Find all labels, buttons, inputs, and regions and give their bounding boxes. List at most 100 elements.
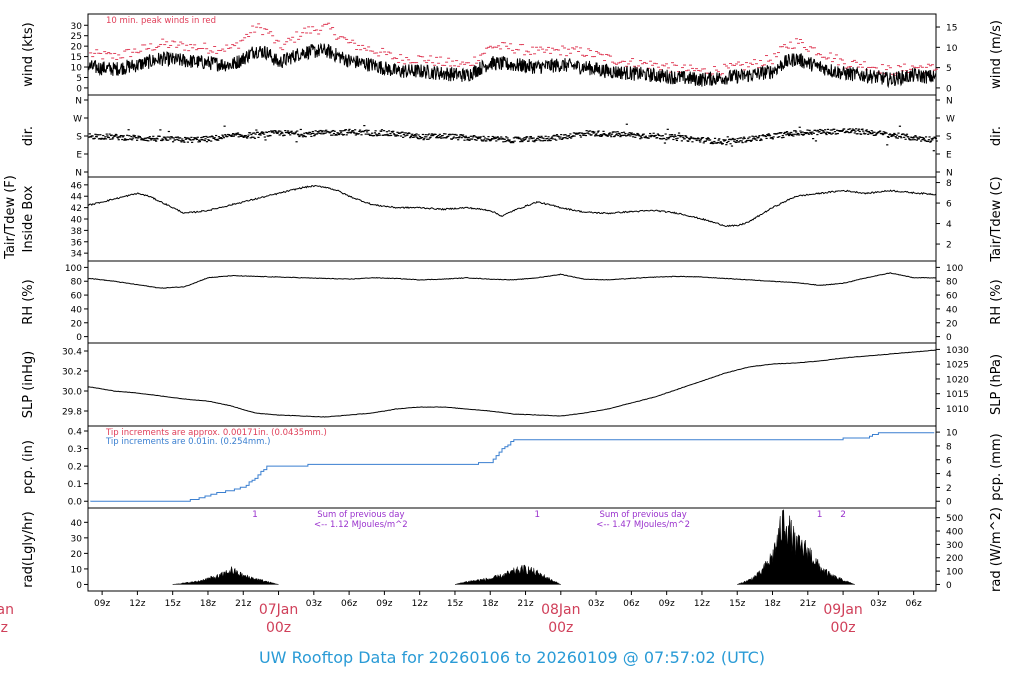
series-precip xyxy=(90,432,935,502)
ylabel-left-slp: SLP (inHg) xyxy=(21,351,36,419)
time-tick-label: 21z xyxy=(800,599,816,609)
radiation-marker: 1 xyxy=(817,510,823,520)
radiation-area-day-1 xyxy=(172,566,279,585)
series-peak-wind xyxy=(89,22,938,76)
left-tick-label-rh: 0 xyxy=(76,333,82,343)
time-tick-label: 06z xyxy=(341,599,357,609)
ylabel-right-dir: dir. xyxy=(989,126,1004,146)
time-tick-label: 12z xyxy=(129,599,145,609)
time-tick-label: 18z xyxy=(482,599,498,609)
time-tick-label: 21z xyxy=(517,599,533,609)
right-tick-label-slp: 1030 xyxy=(946,346,969,356)
right-tick-label-pcp: 10 xyxy=(946,429,958,439)
ylabel-left-rad: rad(Lgly/hr) xyxy=(21,511,36,587)
day-label-date: 09Jan xyxy=(823,602,862,618)
time-tick-label: 12z xyxy=(694,599,710,609)
left-tick-label-temp: 34 xyxy=(71,250,83,260)
series-direction xyxy=(88,123,938,152)
ylabel-left-temp: Tair/Tdew (F) xyxy=(3,175,18,260)
right-tick-label-wind: 0 xyxy=(946,84,952,94)
left-tick-label-temp: 36 xyxy=(71,238,83,248)
radiation-marker: 2 xyxy=(840,510,846,520)
ylabel-left-dir: dir. xyxy=(21,126,36,146)
wind-annotation: 10 min. peak winds in red xyxy=(106,16,216,26)
time-tick-label: 21z xyxy=(235,599,251,609)
ylabel-left-wind: wind (kts) xyxy=(21,22,36,86)
right-tick-label-pcp: 6 xyxy=(946,456,952,466)
panel-frame-wind xyxy=(87,13,937,96)
left-tick-label-slp: 30.0 xyxy=(62,388,82,398)
left-tick-label-temp: 44 xyxy=(71,193,83,203)
radiation-sum-label: Sum of previous day xyxy=(599,510,686,520)
ylabel-right-rad: rad (W/m^2) xyxy=(989,507,1004,592)
right-tick-label-slp: 1010 xyxy=(946,405,969,415)
right-tick-label-rad: 400 xyxy=(946,528,963,538)
left-tick-label-wind: 5 xyxy=(76,74,82,84)
time-tick-label: 18z xyxy=(764,599,780,609)
right-tick-label-rh: 100 xyxy=(946,264,963,274)
time-tick-label: 12z xyxy=(412,599,428,609)
left-tick-label-temp: 40 xyxy=(71,216,83,226)
right-tick-label-wind: 5 xyxy=(946,64,952,74)
left-tick-label-dir: E xyxy=(76,151,82,161)
right-tick-label-rad: 200 xyxy=(946,554,963,564)
right-tick-label-temp: 2 xyxy=(946,241,952,251)
panel-frame-rad xyxy=(87,507,937,592)
radiation-marker: 1 xyxy=(534,510,540,520)
right-tick-label-rh: 40 xyxy=(946,305,958,315)
series-mean-wind xyxy=(87,42,937,89)
left-tick-label-dir: N xyxy=(75,97,82,107)
right-tick-label-dir: N xyxy=(946,97,953,107)
right-tick-label-slp: 1015 xyxy=(946,390,969,400)
right-tick-label-rh: 60 xyxy=(946,292,958,302)
left-tick-label-temp: 38 xyxy=(71,227,83,237)
day-label-hour: 00z xyxy=(830,620,855,636)
right-tick-label-dir: W xyxy=(946,115,955,125)
ylabel-right-slp: SLP (hPa) xyxy=(989,354,1004,415)
series-tair xyxy=(87,184,937,228)
left-tick-label-pcp: 0.1 xyxy=(68,480,82,490)
right-tick-label-temp: 8 xyxy=(946,179,952,189)
radiation-sum-value: <-- 1.47 MJoules/m^2 xyxy=(596,520,690,530)
time-tick-label: 06z xyxy=(906,599,922,609)
left-tick-label-temp: 42 xyxy=(71,204,82,214)
left-tick-label-pcp: 0.2 xyxy=(68,463,82,473)
right-tick-label-dir: S xyxy=(946,133,952,143)
day-label-clipped-hour: 0z xyxy=(0,620,8,636)
left-tick-label-wind: 20 xyxy=(71,43,83,53)
pcp-annotation-tip: Tip increments are 0.01in. (0.254mm.) xyxy=(105,437,270,447)
time-axis: 09z 12z 15z 18z 21z 03z 06z 09z 12z 15z 18z 21z 03z 0… xyxy=(0,591,922,636)
ylabel-left-pcp: pcp. (in) xyxy=(21,440,36,494)
time-tick-label: 09z xyxy=(94,599,110,609)
ylabel-right-rh: RH (%) xyxy=(989,279,1004,324)
left-tick-label-slp: 30.2 xyxy=(62,368,82,378)
radiation-area-day-2 xyxy=(454,564,561,585)
left-tick-label-rad: 10 xyxy=(71,565,83,575)
left-tick-label-rad: 30 xyxy=(71,534,83,544)
radiation-area-day-3 xyxy=(737,509,855,585)
right-tick-label-rad: 300 xyxy=(946,541,963,551)
time-tick-label: 06z xyxy=(623,599,639,609)
pcp-annotation-approx: Tip increments are approx. 0.00171in. (0… xyxy=(105,428,327,438)
left-tick-label-wind: 0 xyxy=(76,84,82,94)
time-tick-label: 15z xyxy=(447,599,463,609)
right-tick-label-pcp: 8 xyxy=(946,442,952,452)
left-tick-label-dir: S xyxy=(76,133,82,143)
left-tick-label-temp: 46 xyxy=(71,181,83,191)
left-tick-label-pcp: 0.3 xyxy=(68,445,82,455)
left-tick-label-slp: 30.4 xyxy=(62,348,82,358)
left-tick-label-dir: N xyxy=(75,169,82,179)
right-tick-label-dir: N xyxy=(946,169,953,179)
ylabel-right-temp: Tair/Tdew (C) xyxy=(989,176,1004,262)
right-tick-label-rad: 0 xyxy=(946,581,952,591)
panel-frame-rh xyxy=(87,260,937,344)
right-tick-label-slp: 1020 xyxy=(946,375,969,385)
panel-rh: 0 20 40 60 80 100 0 20 40 60 80 100 RH (%) RH (%) xyxy=(21,260,1004,344)
time-tick-label: 09z xyxy=(376,599,392,609)
right-tick-label-wind: 15 xyxy=(946,24,957,34)
left-tick-label-rad: 20 xyxy=(71,550,83,560)
day-label-date: 07Jan xyxy=(259,602,298,618)
day-label-hour: 00z xyxy=(548,620,573,636)
ylabel-left2-temp: Inside Box xyxy=(21,185,36,252)
